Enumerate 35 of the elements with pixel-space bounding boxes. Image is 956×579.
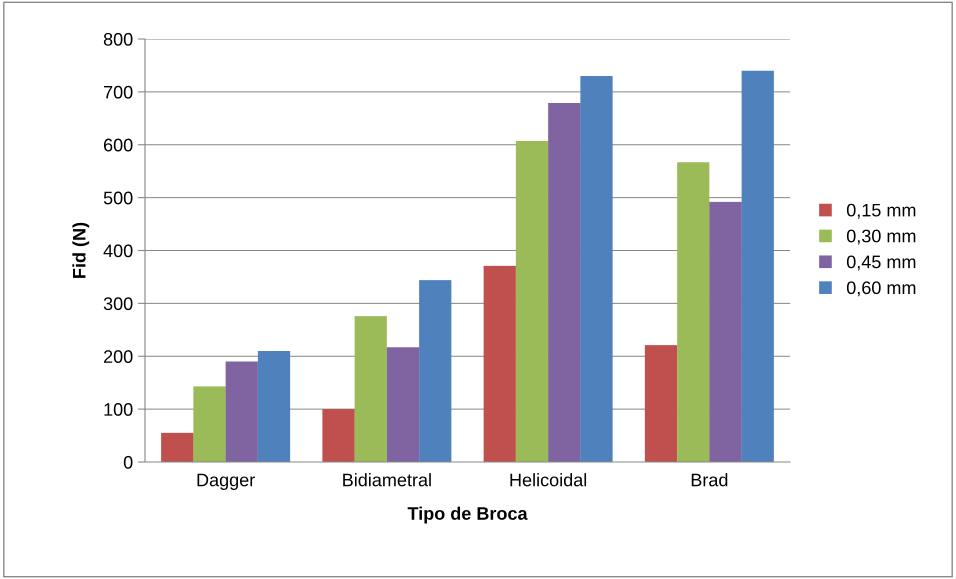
legend-label: 0,15 mm [846,204,916,219]
bar [548,102,580,462]
x-tick-label: Helicoidal [510,473,586,486]
y-tick-label: 500 [104,192,132,204]
bar [709,202,742,462]
y-tick-label: 700 [104,86,132,99]
bar [226,362,258,462]
bar [742,70,774,462]
bar [193,386,226,462]
bar [644,345,678,462]
bar [322,409,355,462]
x-axis-title: Tipo de Broca [408,506,528,524]
x-tick-label: Brad [692,473,728,486]
y-tick-label: 400 [103,244,132,258]
bar [386,347,420,462]
bar [516,141,548,462]
y-axis-title: Fid (N) [72,222,90,278]
legend-label: 0,60 mm [846,281,916,296]
x-tick-label: Bidiametral [343,473,431,486]
bar [419,280,452,462]
y-tick-label: 100 [104,403,132,416]
bar [354,316,387,462]
y-tick-label: 0 [124,456,132,469]
bar [161,432,194,462]
bar [677,162,710,462]
bar [484,266,516,462]
y-tick-label: 200 [104,350,132,363]
y-tick-label: 600 [104,138,132,152]
y-tick-label: 300 [104,297,132,310]
x-tick-label: Dagger [198,474,255,490]
bar [258,350,290,462]
y-tick-label: 800 [104,32,132,46]
legend-label: 0,30 mm [846,230,916,245]
legend-label: 0,45 mm [846,255,916,270]
bar [580,76,613,462]
